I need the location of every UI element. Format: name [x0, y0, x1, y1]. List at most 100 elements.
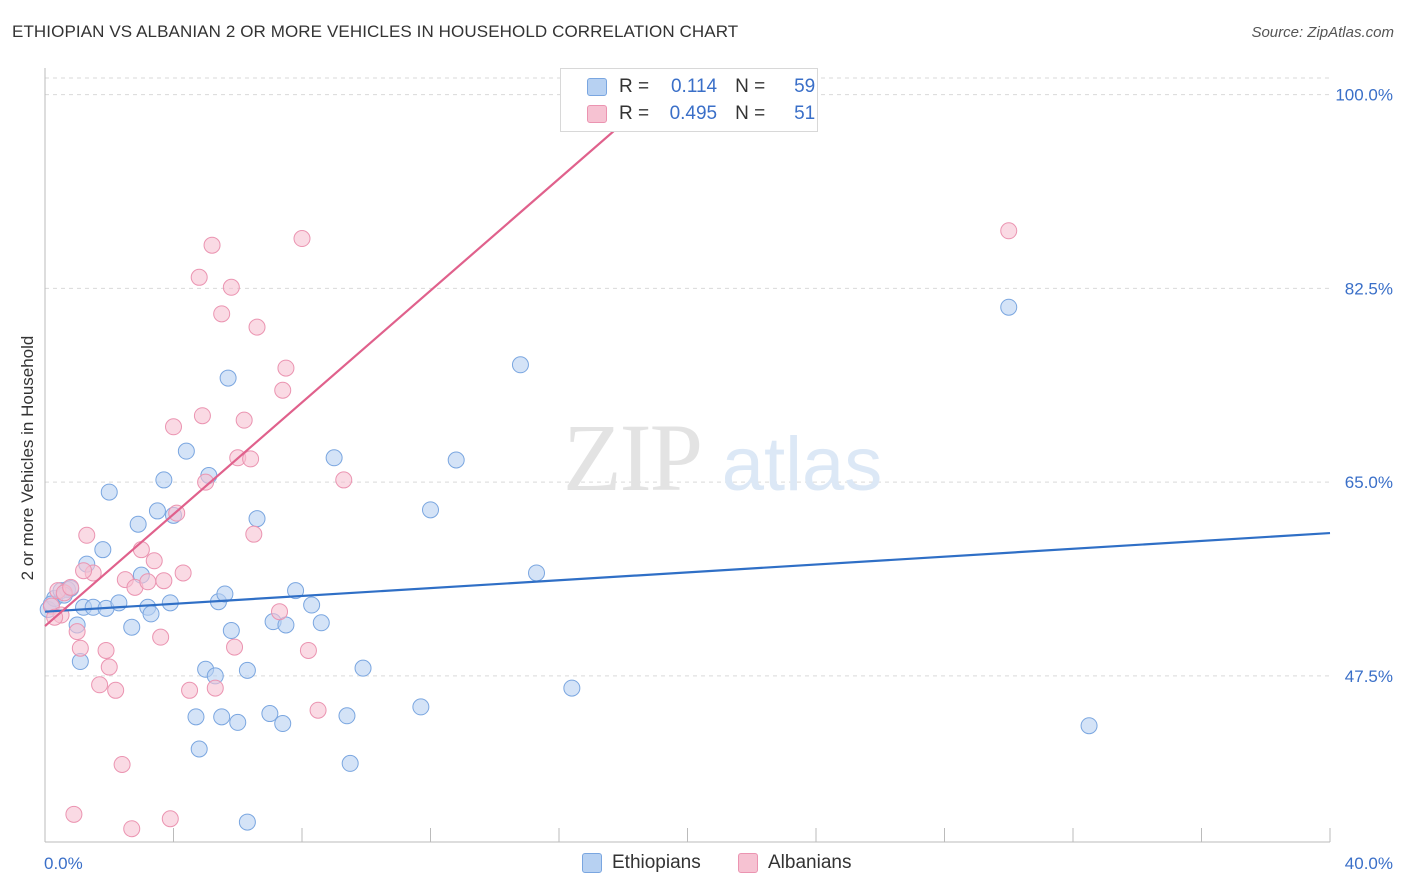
albanians-swatch: [587, 105, 607, 123]
albanians-point: [62, 578, 80, 596]
albanians-point: [299, 641, 317, 659]
y-axis-label: 2 or more Vehicles in Household: [18, 335, 37, 581]
y-tick-label: 82.5%: [1345, 279, 1393, 298]
ethiopians-point: [219, 369, 237, 387]
ethiopians-point: [287, 582, 305, 600]
y-tick-label: 65.0%: [1345, 473, 1393, 492]
r-label: R =: [619, 76, 650, 97]
ethiopians-point: [563, 679, 581, 697]
albanians-point: [75, 562, 93, 580]
albanians-point: [65, 805, 83, 823]
ethiopians-point: [422, 501, 439, 519]
ethiopians-point: [447, 451, 465, 469]
legend-row-ethiopians: R = 0.114 N = 59: [587, 75, 815, 99]
ethiopians-point: [1080, 717, 1098, 735]
ethiopians-point: [142, 605, 160, 623]
source-label: Source: ZipAtlas.com: [1251, 24, 1394, 41]
albanians-point: [145, 552, 163, 570]
x-tick-label: 40.0%: [1345, 854, 1393, 873]
ethiopians-point: [94, 541, 112, 559]
albanians-point: [197, 473, 215, 491]
albanians-point: [193, 407, 211, 425]
axes: [44, 68, 1331, 843]
albanians-point: [165, 418, 182, 436]
albanians-point: [203, 236, 221, 254]
ethiopians-swatch: [587, 78, 607, 96]
ethiopians-point: [312, 614, 330, 632]
watermark: ZIP atlas: [563, 404, 882, 511]
n-value: 59: [794, 76, 816, 97]
albanians-point: [100, 658, 118, 676]
albanians-point: [213, 305, 231, 323]
gridlines: [45, 77, 1330, 677]
albanians-point: [274, 381, 292, 399]
albanians-point: [206, 679, 224, 697]
r-label: R =: [619, 103, 650, 124]
albanians-point: [293, 230, 311, 248]
ethiopians-point: [238, 661, 256, 679]
ethiopians-point: [528, 564, 546, 582]
albanians-point: [309, 701, 327, 719]
albanians-point: [91, 676, 109, 694]
ethiopians-trend-line: [44, 531, 1331, 613]
albanians-point: [277, 359, 295, 377]
ethiopians-point: [123, 618, 141, 636]
albanians-point: [139, 573, 157, 591]
ethiopians-point: [190, 740, 208, 758]
albanians-point: [78, 526, 96, 544]
y-tick-label: 47.5%: [1345, 667, 1393, 686]
ethiopians-point: [213, 708, 231, 726]
ethiopians-point: [274, 715, 292, 733]
albanians-point: [132, 541, 150, 559]
trend-lines: [44, 77, 1331, 627]
tick-labels: 47.5% 65.0% 82.5% 100.0% 0.0% 40.0%: [44, 86, 1393, 873]
ethiopians-legend-label: Ethiopians: [612, 852, 701, 873]
ethiopians-point: [100, 483, 118, 501]
albanians-point: [152, 628, 170, 646]
albanians-point: [181, 681, 199, 699]
albanians-point: [123, 820, 141, 838]
ethiopians-point: [341, 754, 359, 772]
ethiopians-point: [412, 698, 430, 716]
n-value: 51: [794, 103, 816, 124]
n-label: N =: [735, 103, 766, 124]
n-label: N =: [735, 76, 766, 97]
albanians-point: [242, 450, 260, 468]
series-legend: Ethiopians Albanians: [0, 852, 1406, 876]
albanians-point: [174, 564, 192, 582]
x-tick-label: 0.0%: [44, 854, 83, 873]
albanians-point: [190, 268, 208, 286]
ethiopians-points: [39, 298, 1098, 831]
ethiopians-point: [354, 659, 372, 677]
albanians-point: [248, 318, 266, 336]
albanians-point: [222, 278, 240, 296]
legend-item-albanians[interactable]: Albanians: [738, 852, 851, 874]
ethiopians-point: [511, 356, 529, 374]
ethiopians-point: [129, 515, 147, 533]
ethiopians-point: [177, 442, 195, 460]
albanians-point: [271, 603, 289, 621]
ethiopians-point: [222, 622, 240, 640]
ethiopians-point: [261, 705, 279, 723]
albanians-trend-line: [44, 77, 676, 627]
ethiopians-point: [229, 713, 247, 731]
albanians-point: [161, 810, 179, 828]
ethiopians-point: [325, 449, 343, 467]
albanians-legend-label: Albanians: [768, 852, 852, 873]
albanians-point: [68, 623, 86, 641]
albanians-point: [226, 638, 244, 656]
albanians-points: [42, 222, 1018, 838]
r-value: 0.114: [670, 76, 718, 97]
albanians-point: [113, 755, 131, 773]
watermark-atlas: atlas: [722, 422, 883, 507]
ethiopians-point: [216, 585, 234, 603]
albanians-point: [155, 572, 173, 590]
albanians-point: [1000, 222, 1018, 240]
ethiopians-point: [1000, 298, 1018, 316]
stats-legend: R = 0.114 N = 59 R = 0.495 N = 51: [560, 68, 818, 132]
ethiopians-point: [187, 708, 205, 726]
r-value: 0.495: [669, 103, 718, 124]
ethiopians-point: [148, 502, 166, 520]
legend-item-ethiopians[interactable]: Ethiopians: [582, 852, 701, 874]
